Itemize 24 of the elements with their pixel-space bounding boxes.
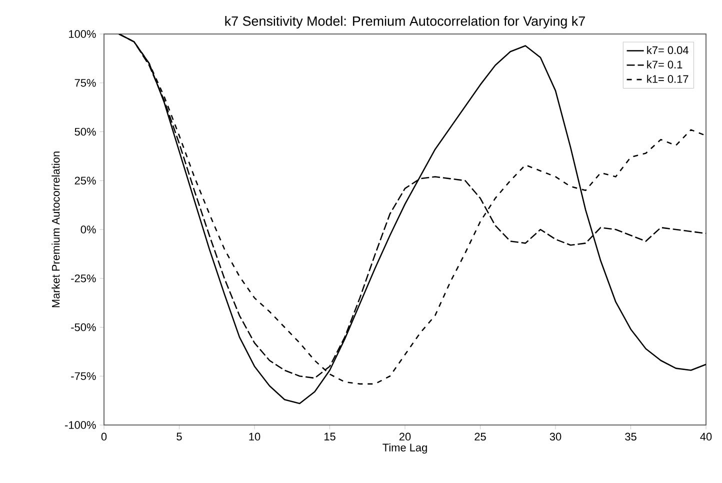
y-tick-label: 75% — [74, 79, 96, 87]
y-tick-label: -75% — [71, 372, 96, 380]
x-tick-label: 10 — [249, 432, 260, 441]
y-tick-label: -25% — [71, 274, 96, 282]
y-tick-label: 0% — [80, 226, 96, 234]
x-tick-label: 25 — [474, 432, 486, 441]
y-tick-label: 25% — [74, 176, 96, 185]
x-tick-label: 20 — [399, 432, 411, 441]
y-tick-label: 100% — [69, 30, 96, 38]
x-tick-label: 5 — [176, 432, 182, 440]
y-tick-label: -50% — [71, 323, 96, 332]
x-axis-title: Time Lag — [382, 443, 427, 454]
x-tick-label: 40 — [700, 432, 712, 441]
x-tick-label: 0 — [101, 432, 107, 441]
legend-label: k7= 0.04 — [647, 46, 688, 54]
y-tick-label: 50% — [74, 128, 96, 136]
x-tick-label: 15 — [324, 432, 336, 440]
legend-label: k7= 0.1 — [647, 60, 682, 68]
y-axis-title: Market Premium Autocorrelation — [52, 152, 60, 308]
x-tick-label: 35 — [625, 432, 636, 441]
x-tick-label: 30 — [550, 432, 562, 441]
chart-title: k7 Sensitivity Model: Premium Autocorrelation for Varying k7 — [225, 16, 585, 28]
legend-label: k1= 0.17 — [647, 74, 688, 83]
y-tick-label: -100% — [65, 421, 96, 429]
